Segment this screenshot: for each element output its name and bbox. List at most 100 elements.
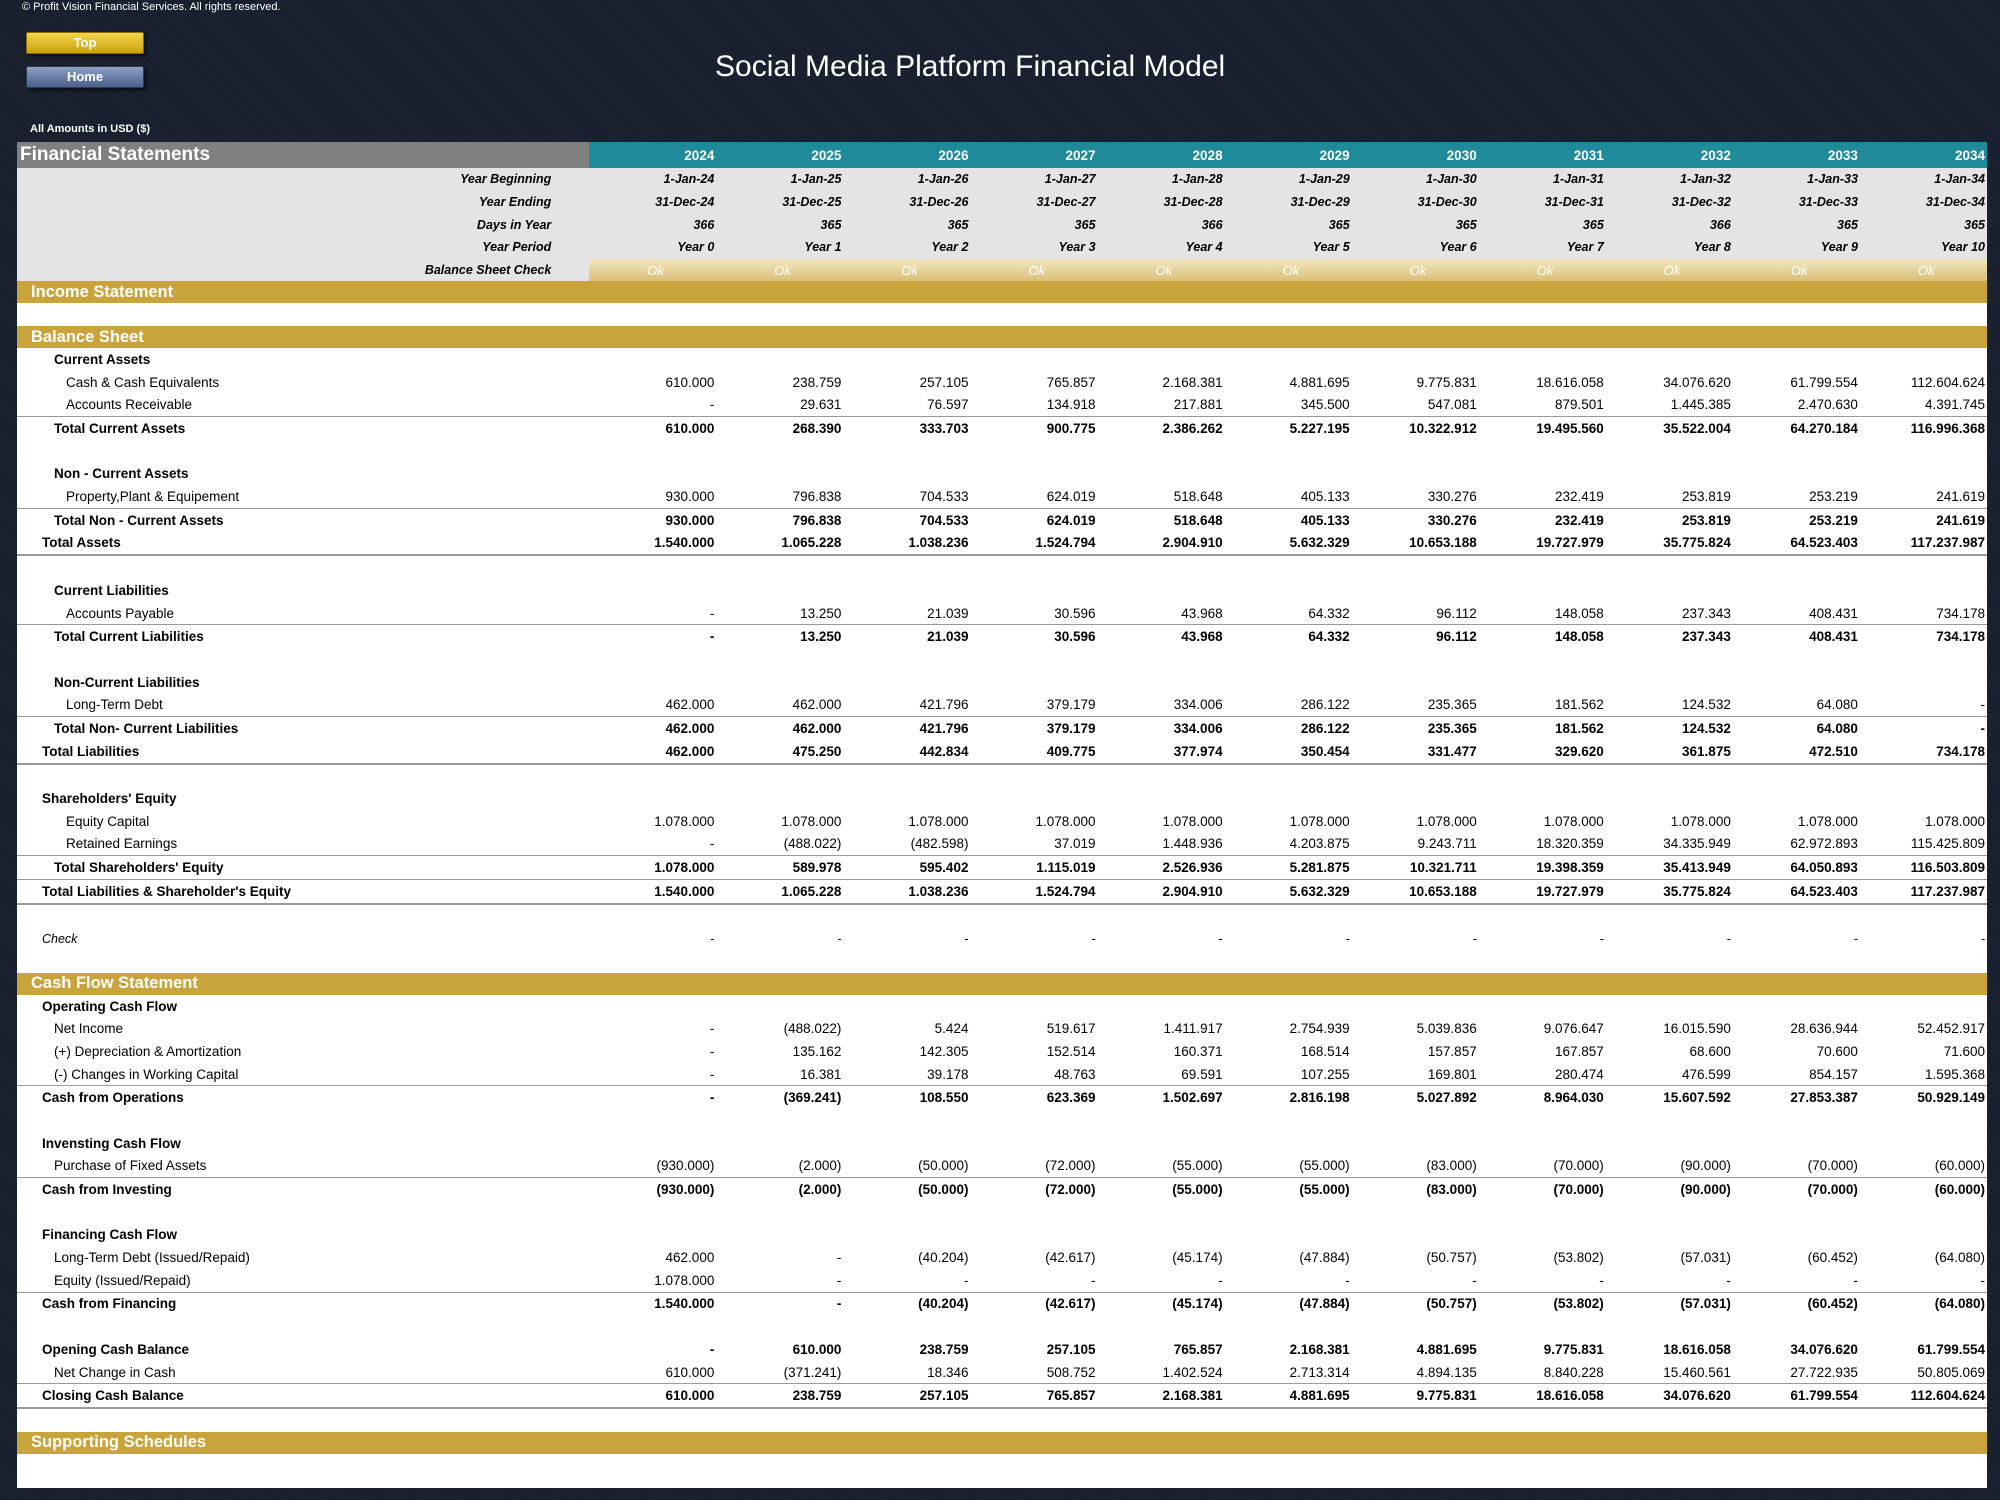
- cash-flow-section: Cash Flow Statement: [17, 972, 1987, 995]
- row-value: 9.775.831: [1416, 374, 1477, 390]
- row-value: 169.801: [1351, 1062, 1479, 1087]
- row-value: 21.039: [927, 629, 969, 645]
- row-value: 405.133: [1224, 485, 1352, 509]
- row-value: 734.178: [1936, 629, 1985, 645]
- row-value: 345.500: [1224, 393, 1352, 418]
- meta-value: 366: [1605, 213, 1733, 237]
- row-value: (50.757): [1426, 1250, 1477, 1266]
- row-label: (-) Changes in Working Capital: [17, 1062, 590, 1087]
- row-value: 18.320.359: [1478, 832, 1606, 857]
- row-value: 39.178: [843, 1062, 971, 1087]
- row-value: -: [716, 1268, 844, 1293]
- meta-label: Days in Year: [17, 213, 590, 237]
- meta-value: 1-Jan-32: [1605, 168, 1733, 191]
- empty-cell: [1098, 1132, 1225, 1155]
- row-value: 135.162: [792, 1043, 842, 1059]
- row-value: 257.105: [1046, 1341, 1096, 1357]
- row-label: Long-Term Debt (Issued/Repaid): [54, 1250, 250, 1266]
- meta-row: Year Period Year 0 Year 1 Year 2 Year 3 Year …: [17, 236, 1987, 259]
- row-value: 361.875: [1605, 739, 1733, 765]
- row-value: (47.884): [1299, 1296, 1350, 1312]
- empty-cell: [1860, 671, 1987, 694]
- row-value: 329.620: [1478, 739, 1606, 765]
- empty-cell: [589, 787, 716, 810]
- row-value: 71.600: [1943, 1043, 1985, 1059]
- meta-value: 365: [1351, 213, 1479, 237]
- row-value: 238.759: [716, 1383, 844, 1410]
- empty-cell: [1098, 787, 1225, 810]
- supporting-schedules-section-title: Supporting Schedules: [17, 1431, 1987, 1454]
- row-value: 1.078.000: [1162, 813, 1223, 829]
- empty-cell: [589, 348, 716, 371]
- row-value: (90.000): [1605, 1154, 1733, 1179]
- empty-cell: [1606, 463, 1733, 486]
- row-value: (47.884): [1299, 1250, 1350, 1266]
- meta-value: 1-Jan-34: [1859, 168, 1987, 191]
- empty-cell: [1479, 671, 1606, 694]
- row-value: 610.000: [589, 1383, 717, 1410]
- meta-value: 31-Dec-29: [1224, 190, 1352, 214]
- empty-cell: [1606, 579, 1733, 602]
- row-value: 405.133: [1300, 512, 1350, 528]
- row-value: -: [1224, 1268, 1352, 1293]
- row-value: 217.881: [1097, 393, 1225, 418]
- year-header: 2032: [1605, 142, 1733, 168]
- meta-value: Year 4: [1097, 236, 1225, 259]
- spacer-cell: [17, 440, 1987, 463]
- row-value: 408.431: [1809, 629, 1858, 645]
- spacer-row: [17, 303, 1987, 326]
- empty-cell: [970, 463, 1097, 486]
- row-value: 589.978: [716, 855, 844, 880]
- row-value: 241.619: [1936, 512, 1985, 528]
- row-value: (40.204): [918, 1296, 969, 1312]
- row-value: 610.000: [792, 1341, 842, 1357]
- row-value: 1.078.000: [589, 855, 717, 880]
- row-value: -: [1472, 931, 1477, 946]
- spacer-row: [17, 1315, 1987, 1338]
- balance-check-status: Ok: [1859, 258, 1987, 282]
- row-value: 167.857: [1554, 1043, 1604, 1059]
- row-value: -: [1351, 1268, 1479, 1293]
- meta-value: 366: [1097, 213, 1225, 237]
- row-value: 286.122: [1224, 693, 1352, 718]
- row-label: (+) Depreciation & Amortization: [54, 1043, 242, 1059]
- subsection-heading: Non-Current Liabilities: [17, 671, 1987, 694]
- row-value: 28.636.944: [1790, 1021, 1858, 1037]
- row-value: 765.857: [1046, 374, 1096, 390]
- total-row: Total Current Assets 610.000 268.390 333.70…: [17, 417, 1987, 440]
- row-value: (53.802): [1553, 1296, 1604, 1312]
- row-value: (70.000): [1553, 1182, 1604, 1198]
- top-button[interactable]: Top: [26, 32, 144, 54]
- empty-cell: [1860, 1132, 1987, 1155]
- row-value: 462.000: [792, 720, 842, 736]
- row-value: 13.250: [716, 601, 844, 626]
- row-value: (70.000): [1807, 1182, 1858, 1198]
- row-value: -: [843, 1268, 971, 1293]
- meta-label: Year Ending: [17, 190, 590, 214]
- row-value: 117.237.987: [1859, 531, 1987, 557]
- row-value: 19.398.359: [1478, 855, 1606, 880]
- meta-value: 1-Jan-33: [1732, 168, 1860, 191]
- row-value: 1.540.000: [654, 1296, 715, 1312]
- row-value: 34.335.949: [1605, 832, 1733, 857]
- subsection-heading: Financing Cash Flow: [17, 1224, 1987, 1247]
- table-row: (-) Changes in Working Capital -16.381 39.…: [17, 1062, 1987, 1087]
- empty-cell: [970, 787, 1097, 810]
- row-value: -: [1605, 1268, 1733, 1293]
- row-value: 238.759: [919, 1341, 969, 1357]
- row-value: -: [1726, 931, 1731, 946]
- empty-cell: [1098, 463, 1225, 486]
- row-value: 475.250: [716, 739, 844, 765]
- row-value: 1.078.000: [908, 813, 969, 829]
- row-value: 1.115.019: [970, 855, 1098, 880]
- row-value: 4.881.695: [1416, 1341, 1477, 1357]
- row-value: 48.763: [970, 1062, 1098, 1087]
- row-value: 253.219: [1809, 512, 1858, 528]
- row-value: 1.411.917: [1163, 1021, 1223, 1037]
- subsection-heading: Shareholders' Equity: [17, 787, 1987, 810]
- row-value: 50.929.149: [1917, 1090, 1985, 1106]
- home-button[interactable]: Home: [26, 66, 144, 88]
- row-label: Total Non- Current Liabilities: [54, 720, 239, 736]
- row-value: -: [970, 1268, 1098, 1293]
- spacer-row: [17, 950, 1987, 973]
